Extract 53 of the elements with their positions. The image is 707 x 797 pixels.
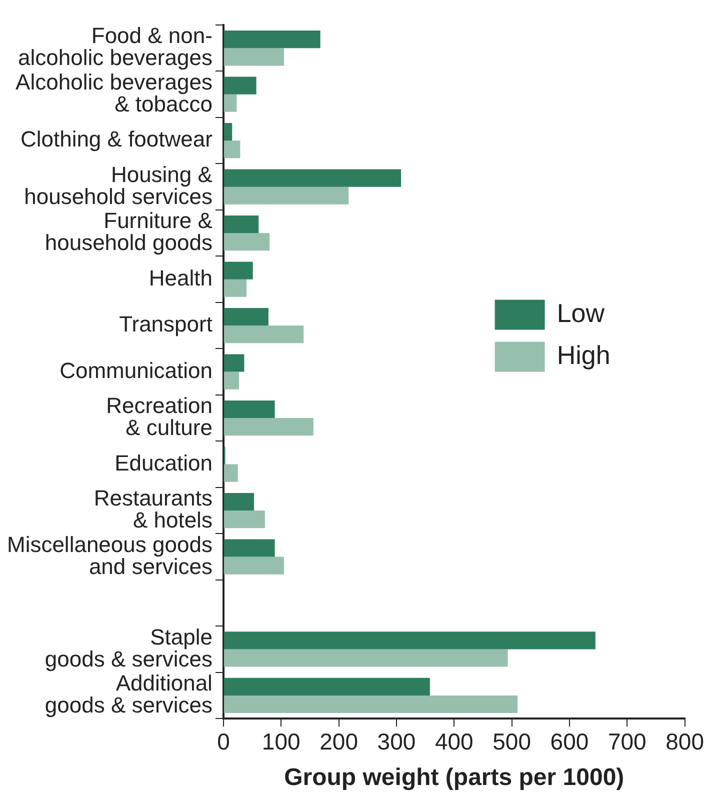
x-tick-label: 800 [666, 728, 704, 755]
bar [224, 510, 265, 528]
bar [224, 262, 253, 280]
bar [224, 354, 244, 372]
bar [224, 418, 314, 436]
bar [224, 649, 508, 667]
bar [224, 400, 275, 418]
y-tick-label: Housing & household services [24, 162, 213, 209]
legend-label: Low [556, 298, 605, 328]
bar [224, 140, 240, 158]
bar [224, 169, 402, 187]
bar [224, 186, 349, 204]
x-tick-label: 500 [492, 728, 531, 755]
y-tick-label: Restaurants & hotels [94, 486, 212, 533]
bar [224, 308, 268, 326]
y-tick-label: Furniture & household goods [44, 208, 213, 256]
bar [224, 48, 284, 66]
bar [224, 372, 240, 390]
bar [224, 123, 232, 141]
y-tick-label: Staple goods & services [44, 624, 212, 672]
bar [224, 632, 596, 650]
y-tick-label: Additional goods & services [44, 670, 212, 718]
x-axis-title: Group weight (parts per 1000) [284, 764, 624, 792]
y-tick-label: Recreation & culture [106, 393, 212, 440]
y-tick-label: Alcoholic beverages & tobacco [16, 69, 212, 116]
bar [224, 695, 518, 714]
bar [224, 94, 237, 112]
y-tick-label: Food & non- alcoholic beverages [18, 23, 212, 70]
bar [224, 326, 304, 344]
x-tick-label: 200 [320, 728, 358, 755]
x-tick-label: 100 [262, 728, 300, 755]
y-tick-label: Transport [119, 312, 212, 337]
bar [224, 678, 430, 696]
x-tick-label: 400 [434, 728, 474, 755]
bar [224, 556, 284, 574]
bar [224, 216, 259, 234]
y-tick-label: Clothing & footwear [20, 126, 212, 152]
x-tick-label: 700 [608, 728, 646, 755]
x-tick-label: 300 [377, 728, 416, 755]
bar [224, 233, 270, 251]
bar [224, 76, 256, 94]
legend-label: High [556, 340, 610, 370]
y-tick-label: Education [114, 450, 212, 476]
y-tick-label: Health [148, 265, 212, 290]
bar [224, 30, 320, 48]
x-tick-label: 600 [550, 728, 589, 755]
x-tick-label: 0 [217, 728, 230, 755]
y-tick-label: Communication [60, 358, 212, 383]
bar [224, 539, 275, 557]
bar [224, 279, 247, 297]
y-tick-label: Miscellaneous goods and services [6, 532, 212, 579]
bar [224, 492, 254, 511]
bar [224, 464, 238, 482]
